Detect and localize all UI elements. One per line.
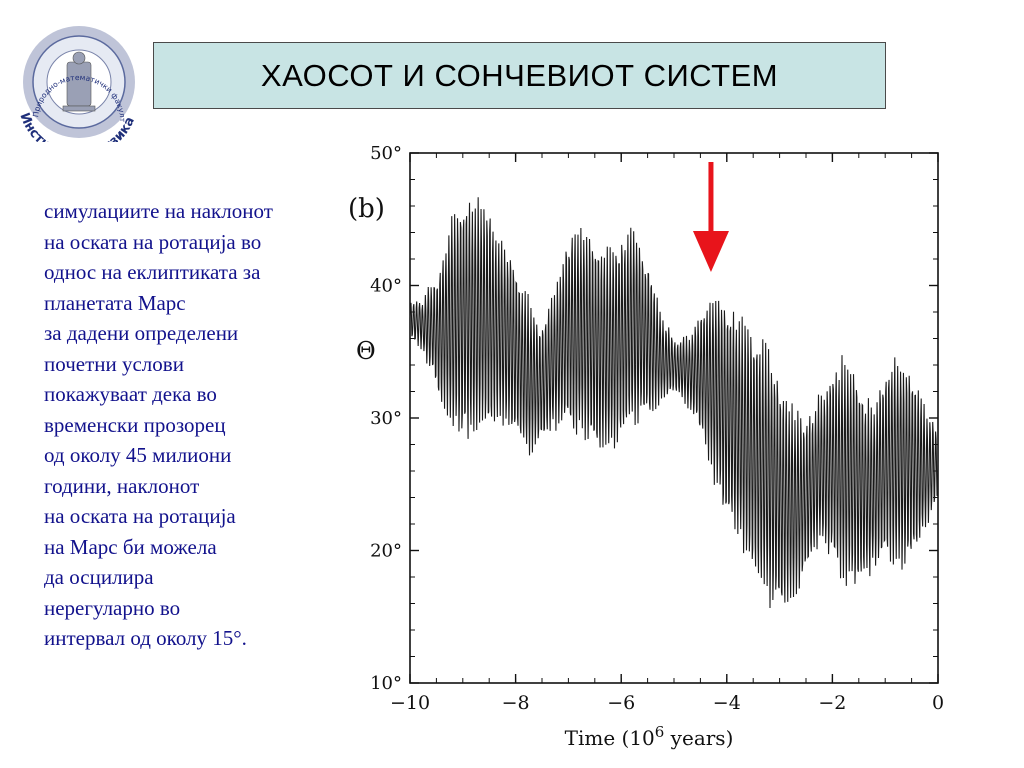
body-line: планетата Марс	[44, 290, 186, 315]
body-line: нерегуларно во	[44, 595, 181, 620]
body-text: симулациите на наклонот на оската на рота…	[44, 196, 344, 654]
x-tick-label: −8	[502, 692, 530, 714]
y-axis-label: Θ	[356, 337, 376, 365]
body-line: временски прозорец	[44, 412, 226, 437]
y-tick-label: 40°	[370, 276, 402, 297]
x-tick-label: 0	[932, 692, 944, 714]
x-axis-label: Time (106 years)	[565, 723, 734, 750]
slide-title: ХАОСОТ И СОНЧЕВИОТ СИСТЕМ	[260, 57, 779, 93]
institute-logo: Природно-математички факултет Институт з…	[8, 22, 138, 142]
body-line: на Марс би можела	[44, 534, 217, 559]
panel-label: (b)	[348, 194, 385, 224]
x-tick-label: −4	[713, 692, 741, 714]
body-line: да осцилира	[44, 565, 154, 589]
body-line: на оската на ротација во	[44, 229, 262, 254]
body-line: симулациите на наклонот	[44, 199, 273, 223]
y-tick-label: 10°	[370, 673, 402, 694]
x-tick-label: −10	[390, 692, 430, 714]
body-line: на оската на ротација	[44, 504, 236, 528]
y-tick-label: 20°	[370, 541, 402, 562]
body-line: покажуваат дека во	[44, 382, 217, 406]
obliquity-chart: −10 −8 −6 −4 −2 0 10° 20° 30° 40° 50° (b) Θ Time (106…	[348, 143, 944, 750]
y-tick-label: 30°	[370, 408, 402, 429]
title-box: ХАОСОТ И СОНЧЕВИОТ СИСТЕМ	[153, 42, 886, 109]
x-tick-label: −2	[818, 692, 846, 714]
body-line: години, наклонот	[44, 473, 200, 498]
body-line: за дадени определени	[44, 321, 239, 345]
body-line: од околу 45 милиони	[44, 443, 232, 467]
statue-icon	[62, 51, 96, 112]
body-line: интервал од околу 15°.	[44, 626, 247, 650]
obliquity-series-line	[409, 197, 939, 608]
x-tick-label: −6	[607, 692, 635, 714]
body-line: почетни услови	[44, 351, 184, 376]
y-tick-label: 50°	[370, 143, 402, 164]
red-arrow-head	[692, 231, 729, 272]
body-line: однос на еклиптиката за	[44, 260, 261, 284]
